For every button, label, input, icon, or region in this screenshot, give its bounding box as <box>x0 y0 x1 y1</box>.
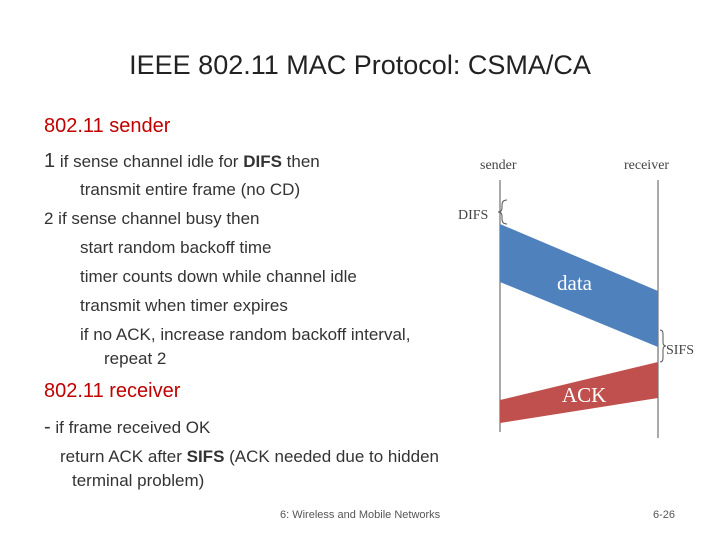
step-1-number: 1 <box>44 150 56 172</box>
step-1-then: then <box>281 152 320 171</box>
sifs-term: SIFS <box>186 447 225 466</box>
footer-course-title: 6: Wireless and Mobile Networks <box>280 509 441 521</box>
receiver-label: receiver <box>624 158 669 173</box>
receiver-sub-1-post: (ACK needed due to hidden <box>224 447 439 466</box>
receiver-heading: 802.11 receiver <box>44 380 181 402</box>
receiver-sub-1: return ACK after SIFS (ACK needed due to… <box>60 447 439 467</box>
receiver-sub-1-pre: return ACK after <box>60 447 187 466</box>
difs-label: DIFS <box>458 208 488 223</box>
difs-term: DIFS <box>243 152 282 171</box>
data-frame <box>500 224 658 347</box>
sender-step-1-sub: transmit entire frame (no CD) <box>80 180 301 199</box>
sender-step-1: 1 if sense channel idle for DIFS then <box>44 150 320 173</box>
sender-step-2-sub: timer counts down while channel idle <box>80 267 357 286</box>
sender-label: sender <box>480 158 517 173</box>
ack-frame <box>500 362 658 423</box>
ack-label: ACK <box>562 383 606 407</box>
sender-step-2: 2 if sense channel busy then <box>44 209 260 228</box>
sifs-label: SIFS <box>666 343 694 358</box>
sender-heading: 802.11 sender <box>44 115 171 137</box>
slide-title: IEEE 802.11 MAC Protocol: CSMA/CA <box>129 50 591 80</box>
sender-step-2-sub: repeat 2 <box>104 349 167 368</box>
sifs-brace <box>659 329 667 363</box>
sender-step-2-sub: start random backoff time <box>80 238 272 257</box>
difs-brace <box>497 199 508 225</box>
receiver-step-text: if frame received OK <box>50 418 211 437</box>
step-1-text: if sense channel idle for <box>55 152 244 171</box>
sender-step-2-sub: transmit when timer expires <box>80 296 288 315</box>
receiver-sub-2: terminal problem) <box>72 471 205 490</box>
page-number: 6-26 <box>653 509 676 521</box>
data-label: data <box>557 271 593 295</box>
receiver-dash: - <box>44 416 51 438</box>
sender-step-2-sub: if no ACK, increase random backoff inter… <box>80 325 411 344</box>
receiver-step: - if frame received OK <box>44 416 210 439</box>
